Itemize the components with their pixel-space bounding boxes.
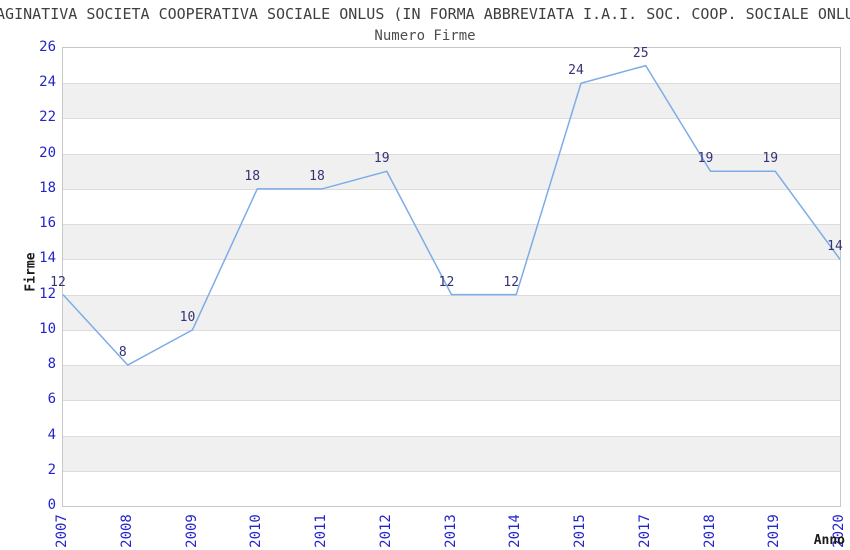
- x-tick-label: 2007: [54, 514, 70, 548]
- background-band: [63, 48, 840, 84]
- y-tick-label: 0: [47, 497, 56, 513]
- x-tick-label: 2013: [442, 514, 459, 548]
- data-point-label: 19: [373, 151, 390, 167]
- data-point-label: 8: [118, 345, 127, 361]
- data-point-label: 12: [438, 274, 455, 290]
- data-point-label: 19: [697, 151, 714, 167]
- background-band: [63, 294, 840, 330]
- background-band: [63, 400, 840, 436]
- gridline: [63, 224, 840, 225]
- y-tick-label: 24: [39, 74, 56, 91]
- x-tick-label: 2008: [118, 514, 135, 548]
- data-line: [62, 64, 841, 367]
- chart-subtitle: Numero Firme: [374, 28, 476, 44]
- x-axis-title: Anno: [813, 533, 845, 548]
- gridline: [63, 154, 840, 155]
- x-tick-label: 2012: [377, 514, 394, 548]
- line-series-svg: [62, 64, 841, 367]
- x-tick-label: 2009: [183, 514, 200, 548]
- gridline: [63, 330, 840, 331]
- data-point-label: 18: [309, 168, 325, 184]
- chart-title: AGINATIVA SOCIETA COOPERATIVA SOCIALE ON…: [0, 5, 850, 23]
- data-point-label: 12: [50, 274, 66, 290]
- gridline: [63, 295, 840, 296]
- background-band: [63, 329, 840, 366]
- data-point-label: 12: [503, 274, 520, 290]
- y-tick-label: 22: [39, 109, 56, 126]
- data-point-label: 24: [568, 63, 584, 79]
- background-band: [63, 224, 840, 260]
- background-band: [63, 83, 840, 119]
- gridline: [63, 365, 840, 366]
- gridline: [63, 436, 840, 437]
- x-tick-label: 2015: [572, 514, 588, 548]
- data-point-label: 14: [827, 239, 843, 255]
- x-tick-label: 2010: [248, 514, 265, 548]
- data-point-label: 25: [632, 45, 649, 61]
- gridline: [63, 83, 840, 84]
- gridline: [63, 400, 840, 401]
- gridline: [63, 189, 840, 190]
- y-tick-label: 4: [47, 426, 56, 443]
- y-tick-label: 10: [39, 320, 56, 337]
- y-tick-label: 6: [47, 391, 56, 408]
- background-band: [63, 435, 840, 471]
- x-tick-label: 2014: [507, 514, 524, 548]
- y-tick-label: 26: [39, 39, 56, 55]
- background-band: [63, 259, 840, 295]
- x-tick-label: 2018: [701, 514, 718, 548]
- y-tick-label: 12: [39, 285, 56, 302]
- y-tick-label: 2: [47, 461, 56, 478]
- background-band: [63, 365, 840, 401]
- gridline: [63, 118, 840, 119]
- data-point-label: 18: [244, 168, 261, 184]
- background-band: [63, 188, 840, 225]
- y-tick-label: 20: [39, 144, 56, 161]
- y-tick-label: 18: [39, 179, 56, 196]
- x-tick-label: 2019: [766, 514, 783, 548]
- gridline: [63, 259, 840, 260]
- y-tick-label: 14: [39, 250, 56, 267]
- y-axis-title: Firme: [23, 252, 39, 292]
- background-band: [63, 470, 840, 506]
- y-tick-label: 16: [39, 215, 56, 232]
- x-tick-label: 2017: [636, 514, 653, 548]
- x-tick-label: 2011: [313, 514, 329, 548]
- plot-area: [62, 47, 841, 507]
- y-tick-label: 8: [47, 356, 56, 373]
- data-point-label: 19: [762, 151, 779, 167]
- background-band: [63, 118, 840, 154]
- data-point-label: 10: [179, 309, 196, 325]
- gridline: [63, 471, 840, 472]
